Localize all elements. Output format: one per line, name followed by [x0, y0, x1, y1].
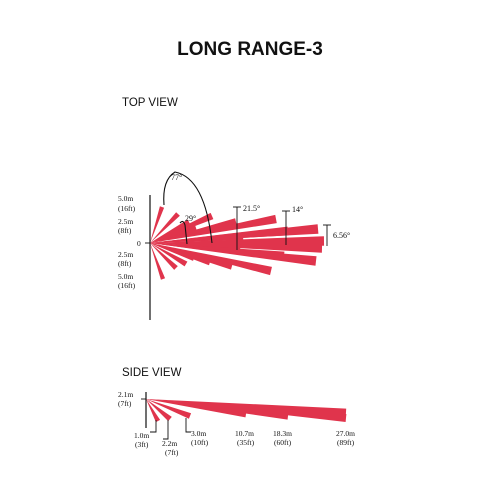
- side-view-height-label: 2.1m (7ft): [118, 390, 133, 408]
- svg-text:2.2m: 2.2m: [162, 439, 177, 448]
- svg-text:(3ft): (3ft): [135, 440, 149, 449]
- top-view-y-label-4: 5.0m (16ft): [118, 272, 136, 290]
- top-view-y-label-1: 5.0m (16ft): [118, 194, 136, 213]
- side-view-distance-label-4: 10.7m (35ft): [235, 429, 255, 447]
- svg-text:29°: 29°: [185, 214, 196, 223]
- top-view-zone-1: [150, 206, 165, 243]
- top-view-zone-9: [150, 212, 214, 243]
- side-view-zone-2: [146, 399, 172, 422]
- angle-marker-21-5: 21.5°: [233, 204, 260, 250]
- top-view-zone-8: [150, 243, 195, 261]
- top-view-zone-15: [150, 214, 277, 243]
- svg-text:3.0m: 3.0m: [191, 429, 206, 438]
- top-view-zone-10: [150, 243, 212, 266]
- top-view-zone-11: [150, 218, 237, 243]
- angle-marker-14: 14°: [282, 205, 303, 245]
- top-view-y-label-2: 2.5m (8ft): [118, 217, 133, 235]
- top-view-zone-12: [150, 243, 234, 270]
- svg-text:21.5°: 21.5°: [243, 204, 260, 213]
- side-view-distance-label-6: 27.0m (89ft): [336, 429, 355, 447]
- side-view-distance-label-3: 3.0m (10ft): [191, 429, 209, 447]
- angle-marker-77: 77°: [163, 171, 213, 244]
- svg-text:18.3m: 18.3m: [273, 429, 292, 438]
- svg-text:14°: 14°: [292, 205, 303, 214]
- svg-text:2.5m: 2.5m: [118, 217, 133, 226]
- svg-text:6.56°: 6.56°: [333, 231, 350, 240]
- top-view-zone-17: [150, 226, 289, 243]
- top-view-zone-3: [150, 212, 180, 243]
- svg-text:(8ft): (8ft): [118, 259, 132, 268]
- side-view-zone-6: [146, 399, 347, 422]
- svg-text:1.0m: 1.0m: [134, 431, 149, 440]
- top-view-y-label-3: 2.5m (8ft): [118, 250, 133, 268]
- svg-text:10.7m: 10.7m: [235, 429, 254, 438]
- side-view-distance-label-2: 2.2m (7ft): [162, 439, 179, 457]
- svg-text:5.0m: 5.0m: [118, 194, 133, 203]
- svg-text:(16ft): (16ft): [118, 204, 136, 213]
- svg-text:27.0m: 27.0m: [336, 429, 355, 438]
- svg-text:(7ft): (7ft): [165, 448, 179, 457]
- side-view-heading: SIDE VIEW: [122, 367, 182, 379]
- side-view-zone-3: [146, 399, 192, 419]
- diagram-title: LONG RANGE-3: [177, 39, 323, 60]
- top-view-heading: TOP VIEW: [122, 97, 178, 109]
- svg-text:(10ft): (10ft): [191, 438, 209, 447]
- side-view-distance-label-1: 1.0m (3ft): [134, 431, 149, 449]
- side-view-zone-1: [146, 399, 161, 423]
- top-view-zone-20: [150, 243, 317, 266]
- svg-text:2.5m: 2.5m: [118, 250, 133, 259]
- top-view-beams: [150, 206, 325, 280]
- svg-text:(60ft): (60ft): [274, 438, 292, 447]
- top-view-zone-5: [150, 219, 191, 243]
- side-view-distance-ticks: [150, 418, 191, 440]
- side-view-zone-7: [146, 399, 347, 416]
- top-view-zone-22: [150, 243, 323, 253]
- side-view-zone-5: [146, 399, 289, 420]
- top-view-zone-4: [150, 243, 178, 270]
- svg-text:(35ft): (35ft): [237, 438, 255, 447]
- side-view-distance-label-5: 18.3m (60ft): [273, 429, 292, 447]
- angle-marker-29: 29°: [179, 214, 196, 245]
- svg-text:(16ft): (16ft): [118, 281, 136, 290]
- angle-marker-6-56: 6.56°: [323, 224, 350, 246]
- top-view-zone-6: [150, 243, 188, 267]
- svg-text:(89ft): (89ft): [337, 438, 355, 447]
- side-view-zone-4: [146, 399, 247, 418]
- svg-text:5.0m: 5.0m: [118, 272, 133, 281]
- svg-text:(8ft): (8ft): [118, 226, 132, 235]
- top-view-zone-2: [150, 243, 166, 280]
- top-view-zero-label: 0: [137, 239, 141, 248]
- top-view-zone-19: [150, 224, 319, 243]
- svg-text:(7ft): (7ft): [118, 399, 132, 408]
- top-view-zone-16: [150, 243, 272, 276]
- svg-text:2.1m: 2.1m: [118, 390, 133, 399]
- svg-text:77°: 77°: [171, 173, 182, 182]
- side-view-beams: [146, 399, 347, 423]
